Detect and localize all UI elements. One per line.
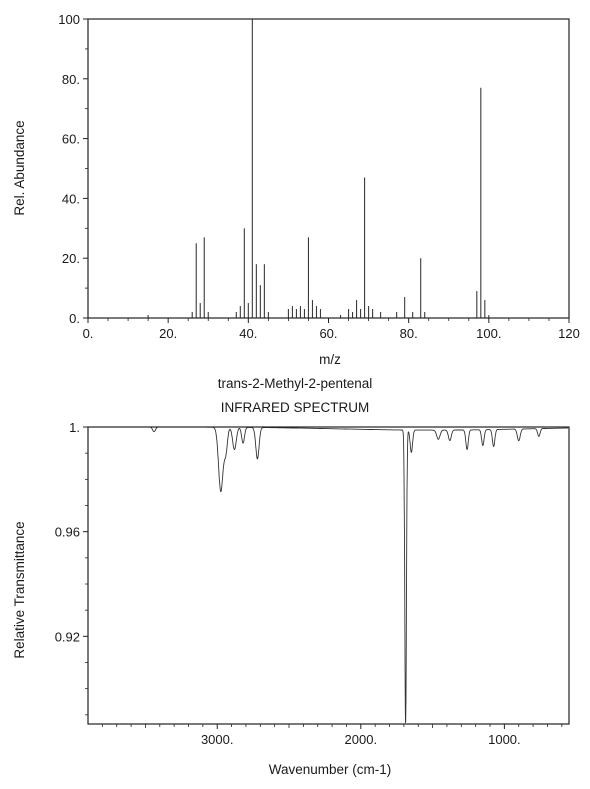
mass-spectrum-axes: 0. 20. 40. 60. 80. 100. 120 0. 20. 40. 60. 80. 100	[58, 12, 580, 341]
ir-x-axis-label: Wavenumber (cm-1)	[269, 762, 392, 777]
compound-name: trans-2-Methyl-2-pentenal	[217, 376, 373, 391]
ms-y-tick-label: 80.	[62, 72, 80, 87]
ms-y-tick-label: 40.	[62, 191, 80, 206]
ms-x-tick-label: 120	[558, 326, 580, 341]
mass-spectrum-peaks	[147, 19, 490, 318]
ir-heading: INFRARED SPECTRUM	[220, 400, 370, 415]
ms-x-tick-label: 100.	[476, 326, 501, 341]
ms-y-tick-label: 100	[58, 12, 80, 27]
ir-transmittance-line	[88, 426, 569, 724]
ms-y-tick-label: 20.	[62, 251, 80, 266]
ir-y-tick-label: 1.	[69, 420, 80, 435]
ms-x-tick-label: 20.	[159, 326, 177, 341]
ir-y-tick-label: 0.92	[55, 629, 80, 644]
ir-x-tick-label: 1000.	[488, 732, 521, 747]
mass-spectrum-frame	[87, 18, 570, 319]
mass-spectrum-chart: 0. 20. 40. 60. 80. 100. 120 0. 20. 40. 60. 80. 100 m…	[12, 12, 580, 367]
ms-x-tick-label: 60.	[319, 326, 337, 341]
ms-x-axis-label: m/z	[319, 352, 341, 367]
infrared-spectrum-axes: 3000. 2000. 1000. 1. 0.96 0.92	[55, 420, 563, 747]
infrared-spectrum-frame	[87, 426, 570, 725]
ms-y-tick-label: 60.	[62, 132, 80, 147]
ir-y-tick-label: 0.96	[55, 525, 80, 540]
ir-y-axis-label: Relative Transmittance	[12, 521, 27, 658]
ms-y-tick-label: 0.	[69, 311, 80, 326]
ir-x-tick-label: 3000.	[201, 732, 234, 747]
ms-x-tick-label: 80.	[400, 326, 418, 341]
ms-x-tick-label: 0.	[83, 326, 94, 341]
ms-x-tick-label: 40.	[239, 326, 257, 341]
ms-y-axis-label: Rel. Abundance	[12, 120, 27, 215]
ir-x-tick-label: 2000.	[345, 732, 378, 747]
